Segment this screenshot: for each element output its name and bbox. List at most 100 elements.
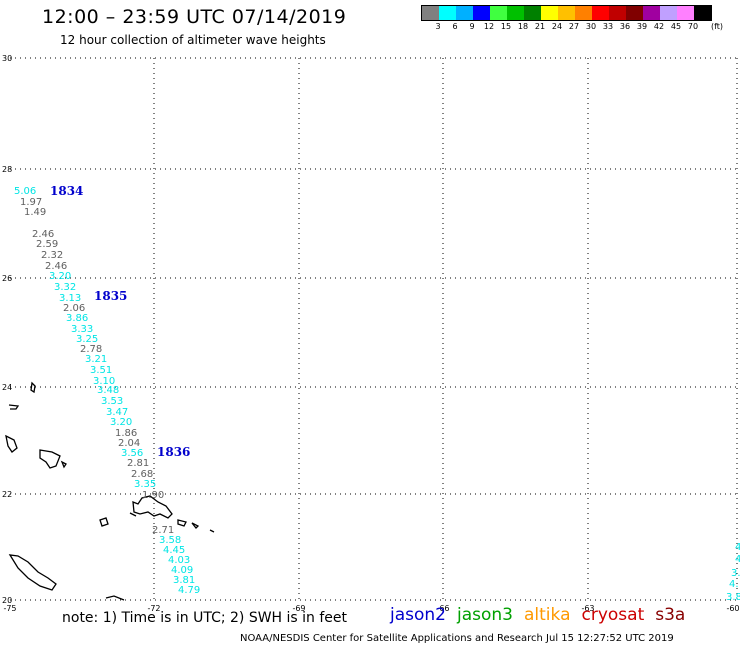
wave-height-value-clipped: 4. [729,579,739,590]
footer-note: note: 1) Time is in UTC; 2) SWH is in fe… [62,610,348,626]
wave-height-value: 3.58 [159,535,181,546]
wave-height-value: 5.06 [14,186,36,197]
color-swatch [524,6,541,20]
longitude-label: -69 [292,604,305,613]
longitude-label: -66 [436,604,449,613]
wave-height-value: 3.51 [90,365,112,376]
latitude-label: 24 [2,383,12,392]
wave-height-value-clipped: 4 [735,542,740,553]
color-scale-tick-label: 18 [517,22,529,31]
color-swatch [439,6,456,20]
wave-height-value: 4.03 [168,555,190,566]
wave-height-value: 2.06 [63,303,85,314]
latitude-label: 26 [2,274,12,283]
color-swatch [694,6,711,20]
color-swatch [558,6,575,20]
wave-height-value: 3.32 [54,282,76,293]
mission-altika: altika [524,605,571,625]
graticule [10,57,738,601]
color-swatch [473,6,490,20]
color-scale-tick-label: 30 [585,22,597,31]
longitude-label: -63 [581,604,594,613]
pass-label: 1835 [94,289,127,303]
latitude-label: 20 [2,596,12,605]
wave-height-value: 3.53 [101,396,123,407]
wave-height-value: 2.78 [80,344,102,355]
color-scale-tick-label: 6 [452,22,458,31]
map-title: 12:00 – 23:59 UTC 07/14/2019 [42,6,347,28]
wave-height-value-clipped: 4 [735,554,740,565]
color-scale-tick-label: 24 [551,22,563,31]
wave-height-value: 3.56 [121,448,143,459]
color-swatch [507,6,524,20]
color-scale-tick-label: 9 [469,22,475,31]
color-swatch [660,6,677,20]
wave-height-value: 2.46 [32,229,54,240]
wave-height-value: 2.46 [45,261,67,272]
wave-height-value: 3.48 [97,385,119,396]
wave-height-value: 3.47 [106,407,128,418]
color-swatch [626,6,643,20]
longitude-label: -75 [3,604,16,613]
mission-jason3: jason3 [457,605,513,625]
color-swatch [609,6,626,20]
wave-height-value: 3.20 [49,271,71,282]
wave-height-value-clipped: 3.8 [726,592,740,603]
color-scale-tick-label: 27 [568,22,580,31]
color-scale-tick-label: 15 [500,22,512,31]
wave-height-value: 3.86 [66,313,88,324]
latitude-labels: 30 28 26 24 22 20 [2,54,12,605]
wave-height-value: 3.10 [93,376,115,387]
color-swatch [677,6,694,20]
color-scale-tick-label: 3 [435,22,441,31]
wave-height-value: 4.45 [163,545,185,556]
wave-height-value: 1.86 [115,428,137,439]
wave-height-value-clipped: 3. [731,568,740,579]
color-swatch [575,6,592,20]
wave-height-value: 1.49 [24,207,46,218]
wave-height-value: 2.32 [41,250,63,261]
wave-height-value: 2.04 [118,438,140,449]
color-scale-bar [421,5,712,21]
color-scale-tick-label: 42 [653,22,665,31]
color-swatch [456,6,473,20]
wave-height-value: 2.59 [36,239,58,250]
edge-wave-values: 44 3.4. 3.8 [726,542,740,603]
pass-label: 1836 [157,445,190,459]
latitude-label: 28 [2,165,12,174]
wave-height-value: 4.09 [171,565,193,576]
wave-height-value: 3.35 [134,479,156,490]
pass-label: 1834 [50,184,83,198]
wave-height-values: 5.061.971.492.462.592.322.463.203.323.13… [14,186,200,596]
wave-height-value: 3.13 [59,293,81,304]
color-swatch [643,6,660,20]
color-scale-tick-label: 21 [534,22,546,31]
color-swatch [592,6,609,20]
pass-labels: 1834 1835 1836 [50,184,190,459]
mission-jason2: jason2 [390,605,446,625]
color-scale-unit: (ft) [710,22,724,31]
latitude-label: 30 [2,54,12,63]
color-swatch [541,6,558,20]
color-scale-tick-label: 36 [619,22,631,31]
wave-height-value: 1.97 [20,197,42,208]
wave-height-value: 3.33 [71,324,93,335]
longitude-label: -60 [726,604,739,613]
color-scale-tick-label: 70 [687,22,699,31]
color-scale-labels: 3 6 9 12 15 18 21 24 27 30 33 36 39 42 45 70 (ft) [421,22,740,34]
longitude-label: -72 [147,604,160,613]
wave-height-value: 2.68 [131,469,153,480]
mission-s3a: s3a [655,605,686,625]
wave-height-value: 2.71 [152,525,174,536]
wave-height-value: 1.90 [142,490,164,501]
mission-cryosat: cryosat [581,605,645,625]
wave-height-value: 2.81 [127,458,149,469]
wave-height-value: 3.25 [76,334,98,345]
color-swatch [490,6,507,20]
latitude-label: 22 [2,490,12,499]
mission-legend: jason2 jason3 altika cryosat s3a [390,605,696,625]
map-subtitle: 12 hour collection of altimeter wave hei… [60,33,326,47]
credit-line: NOAA/NESDIS Center for Satellite Applica… [240,633,674,644]
color-scale-tick-label: 45 [670,22,682,31]
color-scale-tick-label: 12 [483,22,495,31]
